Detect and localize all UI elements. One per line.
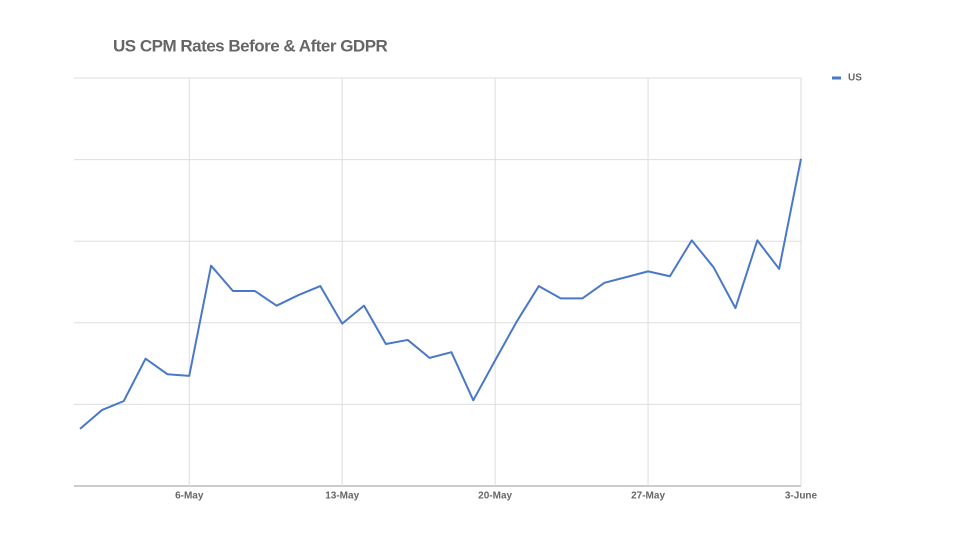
legend-label: US — [848, 73, 862, 84]
x-tick-label: 3-June — [785, 491, 818, 502]
chart-title: US CPM Rates Before & After GDPR — [113, 36, 388, 55]
x-tick-label: 6-May — [175, 491, 204, 502]
x-tick-label: 13-May — [325, 491, 359, 502]
line-series — [79, 158, 802, 430]
x-tick-label: 20-May — [478, 491, 512, 502]
x-tick-label: 27-May — [631, 491, 665, 502]
